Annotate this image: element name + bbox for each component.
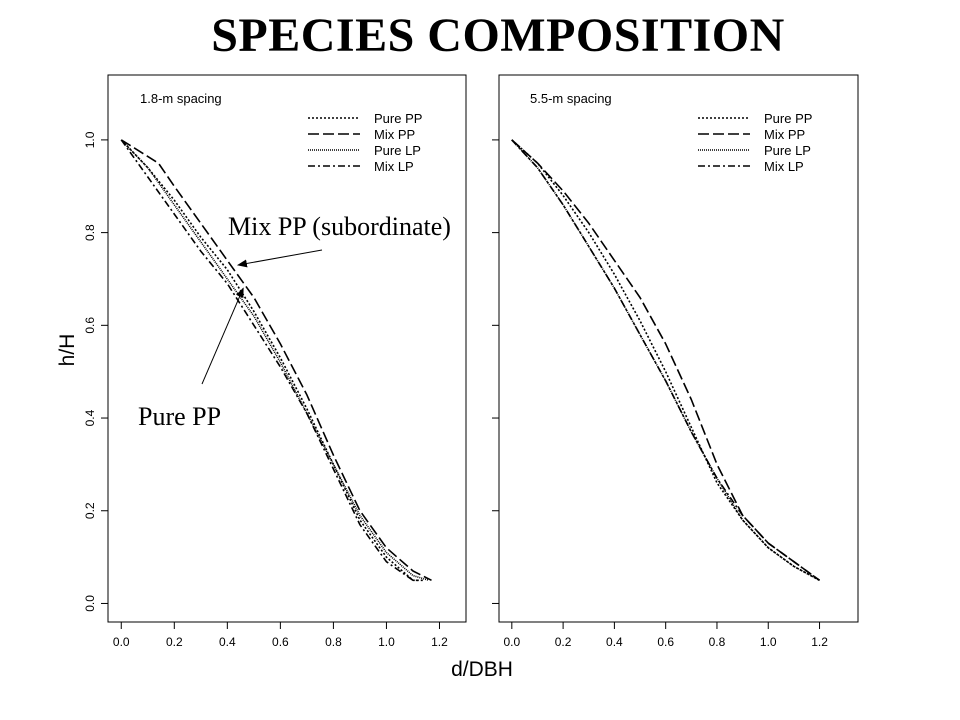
- series-line-mix-pp: [511, 139, 820, 581]
- chart-panel-1: 0.0 0.2 0.4 0.6 0.8 1.0 1.2 0.0 0.2 0.4 0.6 0.8 1.0 1…: [83, 74, 467, 649]
- x-tick-label: 0.6: [657, 635, 674, 649]
- y-tick-label: 0.6: [83, 317, 97, 334]
- legend-label: Pure LP: [764, 143, 811, 158]
- series-line-mix-lp: [120, 139, 419, 582]
- y-tick-label: 1.0: [83, 131, 97, 148]
- x-tick-label: 0.2: [555, 635, 572, 649]
- annotation-arrow: [236, 249, 323, 268]
- plot-frame: [498, 74, 859, 623]
- legend-label: Mix PP: [764, 127, 805, 142]
- legend-label: Pure LP: [374, 143, 421, 158]
- y-axis-label: h/H: [56, 334, 79, 367]
- plot-frame: [107, 74, 467, 623]
- chart-panel-2: 0.0 0.2 0.4 0.6 0.8 1.0 1.2 5.5-m spacing Pure P…: [492, 74, 859, 649]
- x-tick-label: 0.0: [113, 635, 130, 649]
- panel-title: 5.5-m spacing: [530, 91, 612, 106]
- legend-label: Mix LP: [764, 159, 804, 174]
- annotation-arrow: [201, 287, 244, 385]
- x-tick-label: 1.2: [811, 635, 828, 649]
- annotation-label: Mix PP (subordinate): [228, 212, 451, 241]
- y-tick-label: 0.0: [83, 595, 97, 612]
- x-tick-label: 0.0: [503, 635, 520, 649]
- series-line-pure-lp: [511, 139, 820, 582]
- x-tick-label: 1.0: [378, 635, 395, 649]
- x-tick-label: 0.4: [219, 635, 236, 649]
- series-line-pure-lp: [120, 139, 430, 582]
- panel-title: 1.8-m spacing: [140, 91, 222, 106]
- x-tick-label: 0.2: [166, 635, 183, 649]
- x-axis-label: d/DBH: [451, 658, 513, 681]
- x-tick-label: 0.6: [272, 635, 289, 649]
- series-line-mix-pp: [120, 139, 432, 582]
- series-line-pure-pp: [120, 139, 424, 582]
- series-line-pure-pp: [511, 139, 820, 582]
- page-title: SPECIES COMPOSITION: [211, 9, 785, 62]
- y-tick-label: 0.2: [83, 502, 97, 519]
- legend-label: Pure PP: [374, 111, 422, 126]
- x-tick-label: 0.4: [606, 635, 623, 649]
- annotation-label: Pure PP: [138, 402, 221, 431]
- y-tick-label: 0.8: [83, 224, 97, 241]
- chart-panels: 0.0 0.2 0.4 0.6 0.8 1.0 1.2 0.0 0.2 0.4 0.6 0.8 1.0 1…: [83, 74, 859, 649]
- legend-label: Mix PP: [374, 127, 415, 142]
- legend-label: Mix LP: [374, 159, 414, 174]
- series-line-mix-lp: [511, 139, 820, 581]
- x-tick-label: 0.8: [325, 635, 342, 649]
- annotations: Mix PP (subordinate) Pure PP: [138, 212, 451, 431]
- x-tick-label: 0.8: [709, 635, 726, 649]
- y-tick-label: 0.4: [83, 409, 97, 426]
- x-tick-label: 1.0: [760, 635, 777, 649]
- x-tick-label: 1.2: [431, 635, 448, 649]
- legend-label: Pure PP: [764, 111, 812, 126]
